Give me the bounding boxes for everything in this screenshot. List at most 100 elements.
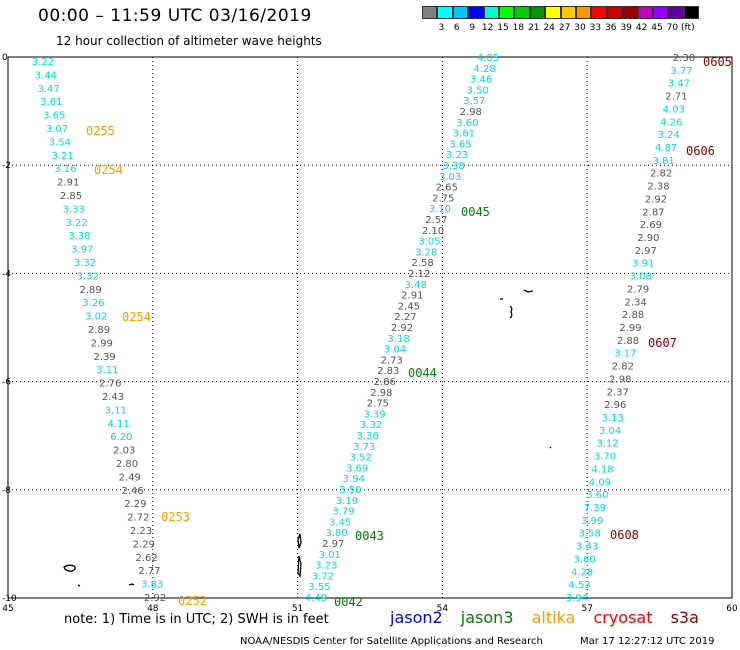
pass-id-label: 0252: [178, 594, 207, 608]
swh-value: 4.53: [568, 580, 590, 591]
swh-value: 3.17: [614, 349, 636, 360]
swh-value: 3.38: [442, 161, 464, 172]
swh-value: 2.77: [138, 566, 160, 577]
colorbar-label: 36: [605, 23, 617, 33]
swh-value: 4.05: [477, 53, 499, 64]
swh-value: 2.79: [627, 284, 649, 295]
pass-id-label: 0605: [703, 55, 732, 69]
swh-value: 2.91: [401, 291, 423, 302]
swh-value: 3.81: [652, 156, 674, 167]
swh-value: 2.96: [604, 400, 626, 411]
swh-value: 6.20: [110, 432, 132, 443]
swh-value: 2.80: [116, 459, 138, 470]
swh-value: 2.98: [370, 388, 392, 399]
swh-value: 2.85: [60, 191, 82, 202]
swh-value: 4.11: [107, 419, 129, 430]
swh-value: 2.30: [673, 53, 695, 64]
swh-value: 2.87: [642, 207, 664, 218]
swh-value: 3.13: [602, 413, 624, 424]
colorbar-swatch: [422, 6, 438, 19]
swh-value: 3.69: [346, 463, 368, 474]
colorbar-swatch: [591, 6, 607, 19]
island-small-2: [128, 583, 135, 586]
swh-value: 2.90: [637, 233, 659, 244]
swh-value: 3.12: [596, 439, 618, 450]
island-mauritius: [297, 533, 302, 578]
swh-value: 3.73: [353, 442, 375, 453]
swh-value: 2.34: [624, 297, 646, 308]
swh-value: 3.18: [387, 334, 409, 345]
swh-value: 3.91: [632, 259, 654, 270]
swh-value: 3.70: [594, 452, 616, 463]
swh-value: 2.76: [99, 379, 121, 390]
swh-value: 7.39: [584, 503, 606, 514]
swh-value: 2.27: [394, 312, 416, 323]
swh-value: 2.82: [650, 169, 672, 180]
colorbar-swatch: [576, 6, 592, 19]
colorbar-swatch: [514, 6, 530, 19]
swh-value: 2.92: [391, 323, 413, 334]
swh-value: 3.55: [308, 582, 330, 593]
swh-value: 2.57: [425, 215, 447, 226]
colorbar-label: 33: [589, 23, 602, 33]
island-reunion: [63, 564, 76, 572]
swh-value: 4.28: [473, 64, 495, 75]
y-tick-label: -8: [2, 486, 11, 496]
legend-altika: altika: [531, 608, 576, 627]
colorbar-swatch: [437, 6, 453, 19]
colorbar-label: 21: [528, 23, 540, 33]
swh-value: 3.39: [363, 409, 385, 420]
colorbar-swatch: [653, 6, 669, 19]
swh-value: 3.03: [439, 172, 461, 183]
swh-value: 2.98: [609, 374, 631, 385]
y-tick-label: -10: [2, 594, 17, 604]
swh-value: 3.28: [415, 247, 437, 258]
swh-value: 2.73: [381, 355, 403, 366]
map-subtitle: 12 hour collection of altimeter wave hei…: [56, 34, 322, 48]
swh-value: 3.11: [96, 365, 118, 376]
pass-id-label: 0254: [122, 310, 151, 324]
swh-value: 2.88: [622, 310, 644, 321]
swh-value: 3.79: [332, 507, 354, 518]
swh-value: 4.26: [660, 117, 682, 128]
swh-value: 3.94: [566, 593, 588, 604]
swh-value: 3.61: [40, 97, 62, 108]
swh-value: 2.99: [619, 323, 641, 334]
pass-labels: 0605 0606 0607 0608 0255 0254 0254 0253 0252 0045…: [86, 55, 732, 609]
swh-value: 3.24: [658, 130, 680, 141]
swh-value: 2.98: [460, 107, 482, 118]
colorbar-label: 24: [543, 23, 555, 33]
map-title: 00:00 – 11:59 UTC 03/16/2019: [38, 6, 312, 26]
colorbar-label: 39: [620, 23, 632, 33]
swh-value: 2.72: [127, 513, 149, 524]
y-tick-label: -6: [2, 378, 11, 388]
swh-value: 2.75: [432, 193, 454, 204]
swh-value: 3.99: [581, 516, 603, 527]
swh-value: 3.05: [418, 237, 440, 248]
swh-value: 2.12: [408, 269, 430, 280]
y-tick-label: -4: [2, 269, 11, 279]
swh-value: 2.92: [645, 194, 667, 205]
swh-value: 2.86: [374, 377, 396, 388]
swh-value: 2.97: [635, 246, 657, 257]
swh-value: 3.19: [336, 496, 358, 507]
swh-value: 3.21: [51, 151, 73, 162]
swh-value: 2.46: [121, 486, 143, 497]
swh-value: 2.92: [144, 593, 166, 604]
x-tick-label: 57: [581, 604, 592, 614]
swh-value: 3.07: [46, 124, 68, 135]
swh-value: 3.22: [32, 57, 54, 68]
swh-value: 3.61: [453, 129, 475, 140]
legend-jason3: jason3: [460, 608, 514, 627]
swh-value: 2.43: [102, 392, 124, 403]
pass-id-label: 0043: [355, 529, 384, 543]
swh-value: 2.91: [57, 178, 79, 189]
swh-value: 3.45: [329, 517, 351, 528]
y-tick-label: 0: [2, 53, 8, 63]
swh-value: 3.48: [405, 280, 427, 291]
swh-value: 2.03: [113, 446, 135, 457]
map-grid: [8, 57, 732, 598]
swh-value: 3.72: [312, 571, 334, 582]
pass-id-label: 0042: [334, 595, 363, 609]
